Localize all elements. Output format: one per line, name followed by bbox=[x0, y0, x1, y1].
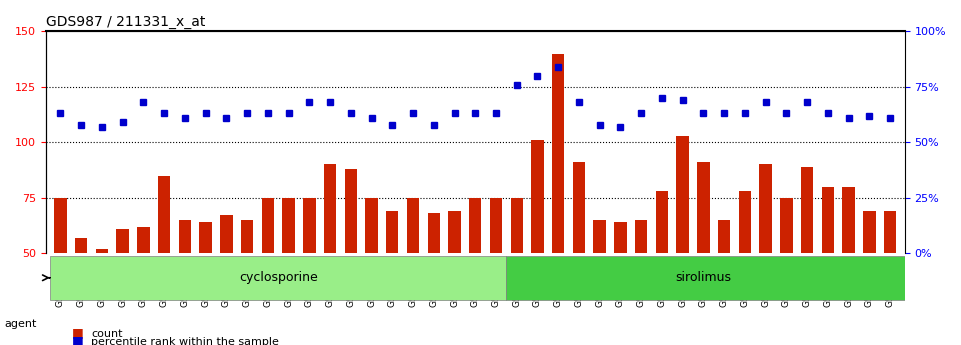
Text: count: count bbox=[91, 329, 123, 339]
Bar bbox=[884, 211, 897, 345]
Bar bbox=[655, 191, 668, 345]
Text: GDS987 / 211331_x_at: GDS987 / 211331_x_at bbox=[46, 15, 206, 29]
Bar bbox=[594, 220, 606, 345]
Bar bbox=[448, 211, 460, 345]
Bar bbox=[324, 165, 336, 345]
Text: ■: ■ bbox=[72, 334, 84, 345]
Bar bbox=[780, 198, 793, 345]
Bar bbox=[677, 136, 689, 345]
Bar bbox=[552, 53, 564, 345]
Text: cyclosporine: cyclosporine bbox=[238, 271, 317, 284]
Bar bbox=[843, 187, 855, 345]
Bar bbox=[428, 213, 440, 345]
Bar bbox=[490, 198, 503, 345]
Text: agent: agent bbox=[5, 319, 37, 329]
Bar bbox=[531, 140, 544, 345]
Bar bbox=[365, 198, 378, 345]
Bar bbox=[116, 229, 129, 345]
Bar bbox=[179, 220, 191, 345]
Bar bbox=[261, 198, 274, 345]
Text: ■: ■ bbox=[72, 326, 84, 339]
Text: sirolimus: sirolimus bbox=[676, 271, 731, 284]
FancyBboxPatch shape bbox=[50, 256, 506, 300]
Bar bbox=[863, 211, 875, 345]
Bar bbox=[75, 238, 87, 345]
Text: percentile rank within the sample: percentile rank within the sample bbox=[91, 337, 279, 345]
FancyBboxPatch shape bbox=[506, 256, 904, 300]
Bar bbox=[822, 187, 834, 345]
Bar bbox=[635, 220, 648, 345]
Bar bbox=[241, 220, 254, 345]
Bar bbox=[614, 222, 627, 345]
Bar bbox=[220, 215, 233, 345]
Bar bbox=[469, 198, 481, 345]
Bar bbox=[698, 162, 709, 345]
Bar bbox=[283, 198, 295, 345]
Bar bbox=[345, 169, 357, 345]
Bar bbox=[303, 198, 315, 345]
Bar bbox=[158, 176, 170, 345]
Bar bbox=[137, 227, 150, 345]
Bar bbox=[759, 165, 772, 345]
Bar bbox=[54, 198, 66, 345]
Bar bbox=[96, 249, 108, 345]
Bar bbox=[739, 191, 752, 345]
Bar bbox=[199, 222, 211, 345]
Bar bbox=[801, 167, 813, 345]
Bar bbox=[407, 198, 419, 345]
Bar bbox=[718, 220, 730, 345]
Bar bbox=[573, 162, 585, 345]
Bar bbox=[510, 198, 523, 345]
Bar bbox=[386, 211, 399, 345]
